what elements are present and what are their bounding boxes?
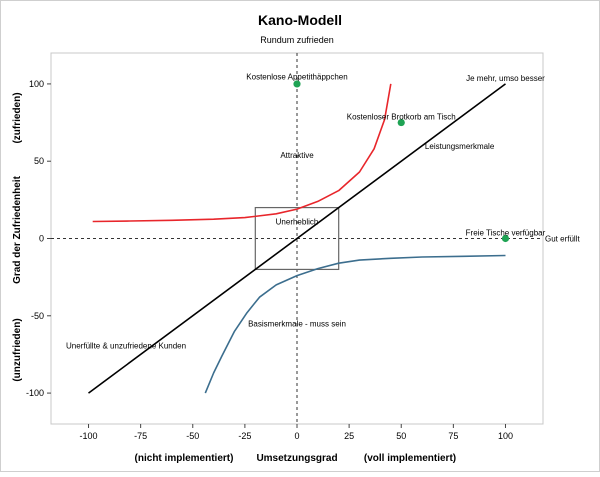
y-tick-label: -50 xyxy=(31,311,44,321)
y-tick-label: 50 xyxy=(34,156,44,166)
annotation-kostenloser-brotkorb-am-tisch: Kostenloser Brotkorb am Tisch xyxy=(347,112,456,121)
y-tick-label: -100 xyxy=(26,388,44,398)
series-group xyxy=(88,83,506,394)
y-axis: 100 50 0 -50 -100 xyxy=(26,79,51,398)
point-kostenlose-appetith-ppchen xyxy=(293,80,301,88)
x-tick-label: 0 xyxy=(294,431,299,441)
x-axis-label-left: (nicht implementiert) xyxy=(135,453,234,464)
series-line-basismerkmale-muss-sein xyxy=(204,254,506,394)
x-axis-label-right: (voll implementiert) xyxy=(364,453,456,464)
series-line-attraktive xyxy=(92,83,392,223)
y-tick-label: 0 xyxy=(39,234,44,244)
x-tick-label: -100 xyxy=(80,431,98,441)
annotation-leistungsmerkmale: Leistungsmerkmale xyxy=(425,142,495,151)
annotation-je-mehr-umso-besser: Je mehr, umso besser xyxy=(466,74,545,83)
x-tick-label: 50 xyxy=(396,431,406,441)
region-unerheblich xyxy=(254,206,340,271)
x-axis-label: Umsetzungsgrad xyxy=(256,453,337,464)
chart-title: Kano-Modell xyxy=(258,12,342,28)
y-tick-label: 100 xyxy=(29,79,44,89)
region-group xyxy=(254,206,340,271)
annotation-unerf-llte-unzufriedene-kunden: Unerfüllte & unzufriedene Kunden xyxy=(66,341,186,350)
series-line-leistungsmerkmale xyxy=(88,83,506,394)
annotation-kostenlose-appetith-ppchen: Kostenlose Appetithäppchen xyxy=(246,72,347,81)
y-axis-label: Grad der Zufriedenheit xyxy=(12,175,23,283)
x-tick-label: -25 xyxy=(238,431,251,441)
x-axis: -100 -75 -50 -25 0 25 50 75 100 xyxy=(80,424,513,441)
chart-subtitle: Rundum zufrieden xyxy=(260,35,334,45)
annotation-unerheblich: Unerheblich xyxy=(276,218,319,227)
y-axis-label-top: (zufrieden) xyxy=(12,92,23,143)
x-tick-label: 75 xyxy=(448,431,458,441)
x-tick-label: 100 xyxy=(498,431,513,441)
marker-group xyxy=(293,80,510,243)
point-freie-tische-verf-gbar xyxy=(501,234,510,243)
annotation-attraktive: Attraktive xyxy=(280,151,314,160)
annotation-freie-tische-verf-gbar: Freie Tische verfügbar xyxy=(466,228,546,237)
annotation-group: Kostenlose Appetithäppchen Kostenloser Br… xyxy=(66,72,546,350)
reference-line-label: Gut erfüllt xyxy=(545,235,580,244)
x-tick-label: -50 xyxy=(186,431,199,441)
x-tick-label: -75 xyxy=(134,431,147,441)
y-axis-label-bottom: (unzufrieden) xyxy=(12,318,23,381)
x-tick-label: 25 xyxy=(344,431,354,441)
point-kostenloser-brotkorb-am-tisch xyxy=(397,118,405,127)
annotation-basismerkmale-muss-sein: Basismerkmale - muss sein xyxy=(248,320,346,329)
